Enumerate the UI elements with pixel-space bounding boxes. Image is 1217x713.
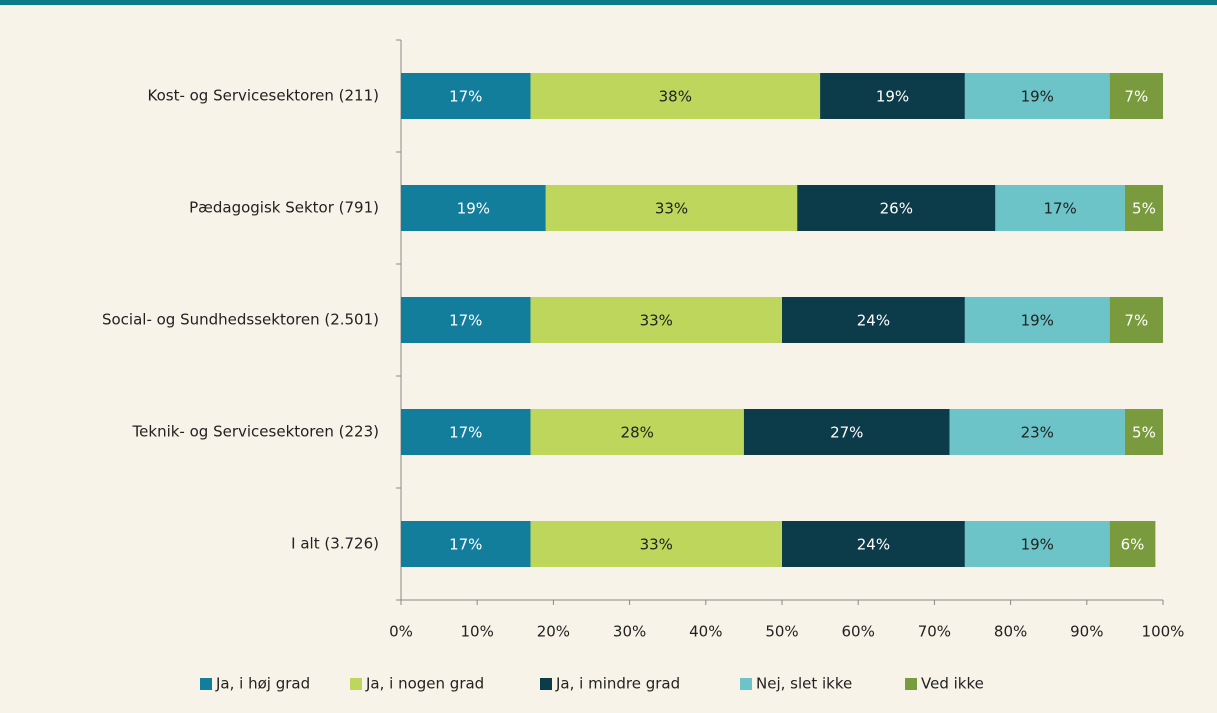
bar-segment: [1109, 73, 1163, 119]
x-tick-label: 50%: [765, 623, 798, 641]
x-tick-label: 100%: [1142, 623, 1185, 641]
x-tick-label: 10%: [461, 623, 494, 641]
data-label: 28%: [621, 424, 654, 442]
data-label: 24%: [857, 312, 890, 330]
data-label: 24%: [857, 536, 890, 554]
data-label: 23%: [1021, 424, 1054, 442]
data-label: 5%: [1132, 200, 1156, 218]
data-label: 26%: [880, 200, 913, 218]
y-tick-label: Pædagogisk Sektor (791): [189, 199, 379, 217]
bar-segment: [964, 521, 1110, 567]
bar-segment: [1109, 521, 1156, 567]
data-label: 5%: [1132, 424, 1156, 442]
bar-segment: [545, 185, 798, 231]
x-tick-label: 30%: [613, 623, 646, 641]
top-rule: [0, 0, 1217, 5]
bar-segment: [530, 521, 782, 567]
data-label: 19%: [1021, 88, 1054, 106]
legend-label: Ja, i nogen grad: [365, 675, 484, 693]
bar-segment: [401, 73, 531, 119]
bar-segment: [401, 297, 531, 343]
data-label: 27%: [830, 424, 863, 442]
bar-segment: [743, 409, 950, 455]
bar-segment: [401, 521, 531, 567]
data-label: 17%: [449, 88, 482, 106]
legend-label: Ja, i høj grad: [215, 675, 310, 693]
bar-segment: [964, 297, 1110, 343]
bar-segment: [401, 185, 546, 231]
bar-segment: [782, 297, 965, 343]
legend-label: Ved ikke: [921, 675, 984, 693]
data-label: 19%: [876, 88, 909, 106]
bar-segment: [782, 521, 965, 567]
data-label: 33%: [640, 312, 673, 330]
legend-swatch: [905, 678, 917, 690]
x-tick-label: 40%: [689, 623, 722, 641]
x-tick-label: 80%: [994, 623, 1027, 641]
x-tick-label: 70%: [918, 623, 951, 641]
bar-segment: [964, 73, 1110, 119]
data-label: 6%: [1121, 536, 1145, 554]
x-tick-label: 20%: [537, 623, 570, 641]
legend-swatch: [740, 678, 752, 690]
legend-label: Ja, i mindre grad: [555, 675, 680, 693]
legend-swatch: [350, 678, 362, 690]
y-tick-label: Kost- og Servicesektoren (211): [147, 87, 379, 105]
bar-segment: [820, 73, 965, 119]
data-label: 33%: [655, 200, 688, 218]
data-label: 19%: [1021, 536, 1054, 554]
bar-segment: [401, 409, 531, 455]
y-tick-label: Teknik- og Servicesektoren (223): [132, 423, 379, 441]
bar-segment: [530, 73, 821, 119]
y-tick-label: Social- og Sundhedssektoren (2.501): [102, 311, 379, 329]
bar-segment: [1109, 297, 1163, 343]
bar-segment: [530, 297, 782, 343]
bar-segment: [1124, 409, 1163, 455]
data-label: 7%: [1124, 312, 1148, 330]
data-label: 17%: [449, 424, 482, 442]
bar-segment: [995, 185, 1125, 231]
x-tick-label: 0%: [389, 623, 413, 641]
data-label: 38%: [659, 88, 692, 106]
data-label: 17%: [1043, 200, 1076, 218]
bar-segment: [949, 409, 1125, 455]
data-label: 19%: [1021, 312, 1054, 330]
data-label: 17%: [449, 536, 482, 554]
legend-swatch: [200, 678, 212, 690]
data-label: 19%: [457, 200, 490, 218]
bar-segment: [797, 185, 996, 231]
bar-segment: [1124, 185, 1163, 231]
data-label: 17%: [449, 312, 482, 330]
y-tick-label: I alt (3.726): [291, 535, 379, 553]
bar-segment: [530, 409, 744, 455]
x-tick-label: 60%: [842, 623, 875, 641]
data-label: 33%: [640, 536, 673, 554]
x-tick-label: 90%: [1070, 623, 1103, 641]
legend-swatch: [540, 678, 552, 690]
data-label: 7%: [1124, 88, 1148, 106]
legend-label: Nej, slet ikke: [756, 675, 852, 693]
